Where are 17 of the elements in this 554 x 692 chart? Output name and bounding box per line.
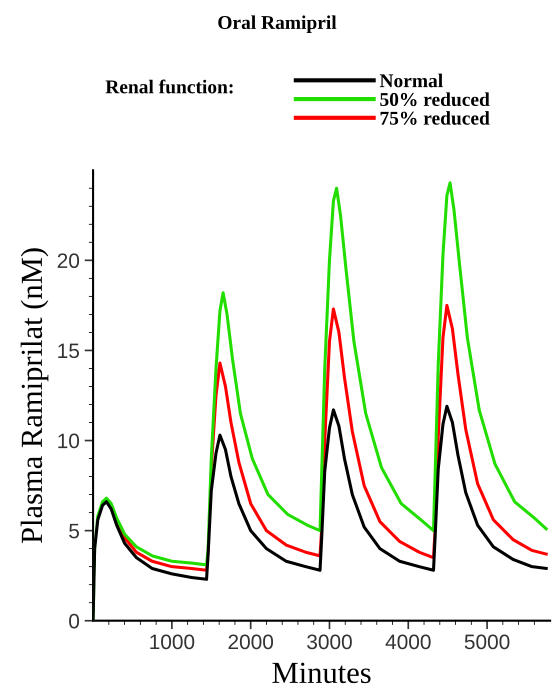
x-axis-title: Minutes — [272, 662, 371, 684]
legend-label: Normal — [380, 74, 443, 88]
y-tick-label: 5 — [69, 524, 80, 538]
y-tick-label: 15 — [58, 344, 80, 358]
x-tick-label: 3000 — [307, 634, 352, 650]
x-tick-label: 4000 — [386, 634, 431, 650]
legend-title: Renal function: — [106, 80, 233, 94]
y-tick-label: 0 — [69, 614, 80, 628]
x-tick-label: 5000 — [464, 634, 510, 650]
legend-label: 50% reduced — [380, 92, 490, 106]
legend-label: 75% reduced — [380, 111, 490, 125]
x-tick-label: 1000 — [150, 634, 194, 650]
x-tick-label: 2000 — [228, 634, 274, 650]
y-axis-title: Plasma Ramiprilat (nM) — [20, 248, 48, 544]
y-tick-label: 20 — [58, 253, 80, 268]
chart-title: Oral Ramipril — [218, 15, 336, 34]
y-tick-label: 10 — [58, 434, 80, 448]
